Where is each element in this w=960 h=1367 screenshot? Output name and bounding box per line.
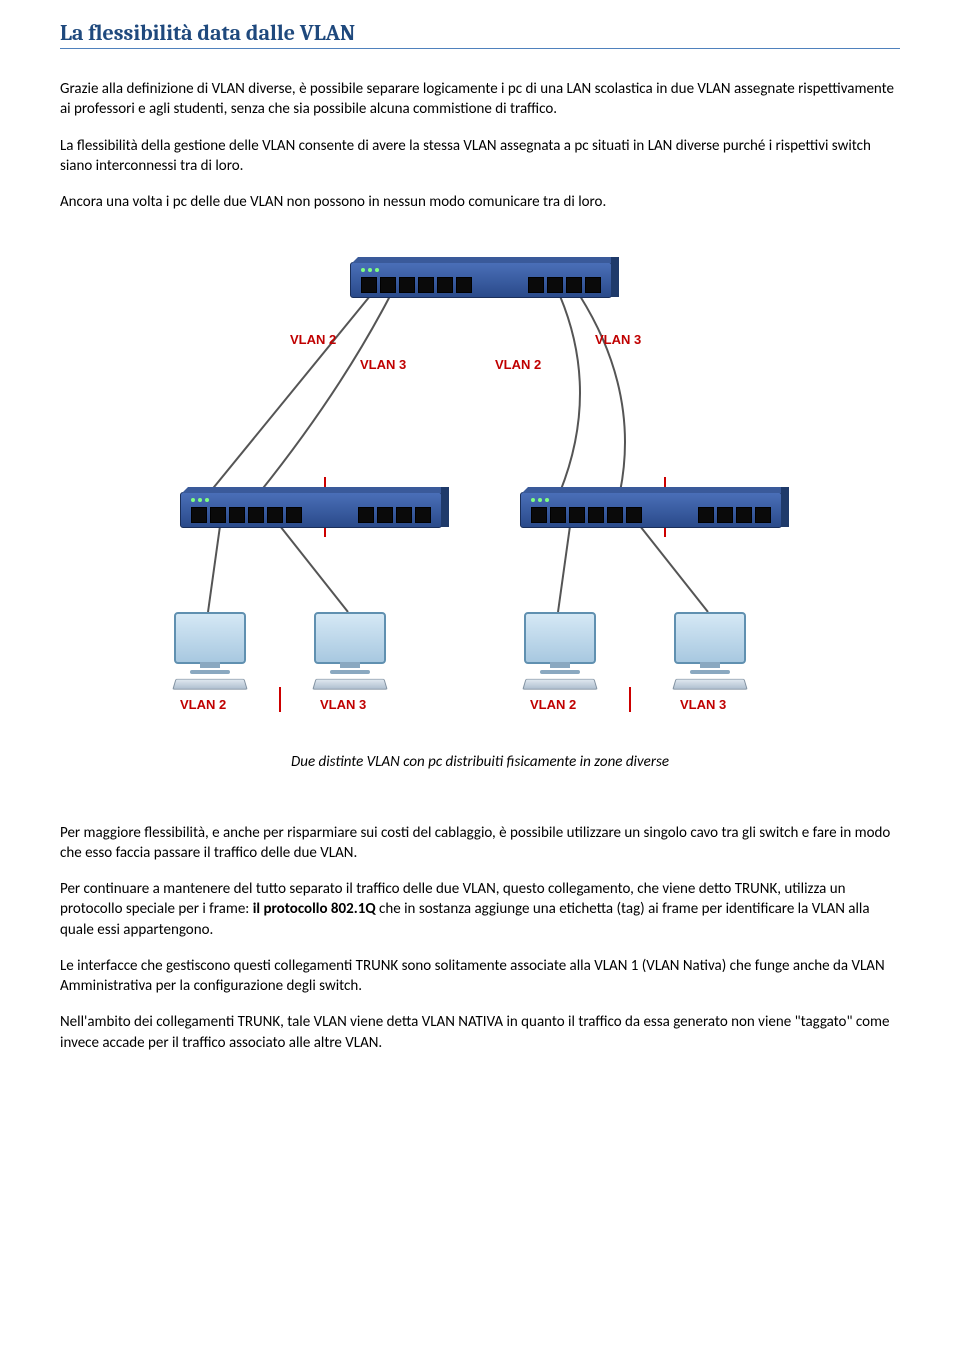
paragraph-6: Le interfacce che gestiscono questi coll… — [60, 956, 900, 997]
label-vlan2-topright: VLAN 2 — [495, 357, 541, 372]
label-vlan2-pc3: VLAN 2 — [530, 697, 576, 712]
switch-right — [520, 492, 782, 528]
pc-3 — [520, 612, 600, 687]
paragraph-2: La flessibilità della gestione delle VLA… — [60, 136, 900, 177]
paragraph-7: Nell'ambito dei collegamenti TRUNK, tale… — [60, 1012, 900, 1053]
label-vlan3-topleft: VLAN 3 — [360, 357, 406, 372]
label-vlan3-topright: VLAN 3 — [595, 332, 641, 347]
network-diagram: VLAN 2 VLAN 3 VLAN 2 VLAN 3 VL — [160, 252, 800, 732]
label-vlan3-pc4: VLAN 3 — [680, 697, 726, 712]
pc-2 — [310, 612, 390, 687]
paragraph-4: Per maggiore flessibilità, e anche per r… — [60, 823, 900, 864]
figure-caption: Due distinte VLAN con pc distribuiti fis… — [60, 752, 900, 772]
pc-4 — [670, 612, 750, 687]
paragraph-5: Per continuare a mantenere del tutto sep… — [60, 879, 900, 940]
label-vlan3-pc2: VLAN 3 — [320, 697, 366, 712]
switch-top — [350, 262, 612, 298]
paragraph-1: Grazie alla definizione di VLAN diverse,… — [60, 79, 900, 120]
paragraph-3: Ancora una volta i pc delle due VLAN non… — [60, 192, 900, 212]
label-vlan2-pc1: VLAN 2 — [180, 697, 226, 712]
page-title: La flessibilità data dalle VLAN — [60, 20, 900, 49]
switch-left — [180, 492, 442, 528]
label-vlan2-topleft: VLAN 2 — [290, 332, 336, 347]
pc-1 — [170, 612, 250, 687]
para5-bold: il protocollo 802.1Q — [253, 900, 376, 918]
